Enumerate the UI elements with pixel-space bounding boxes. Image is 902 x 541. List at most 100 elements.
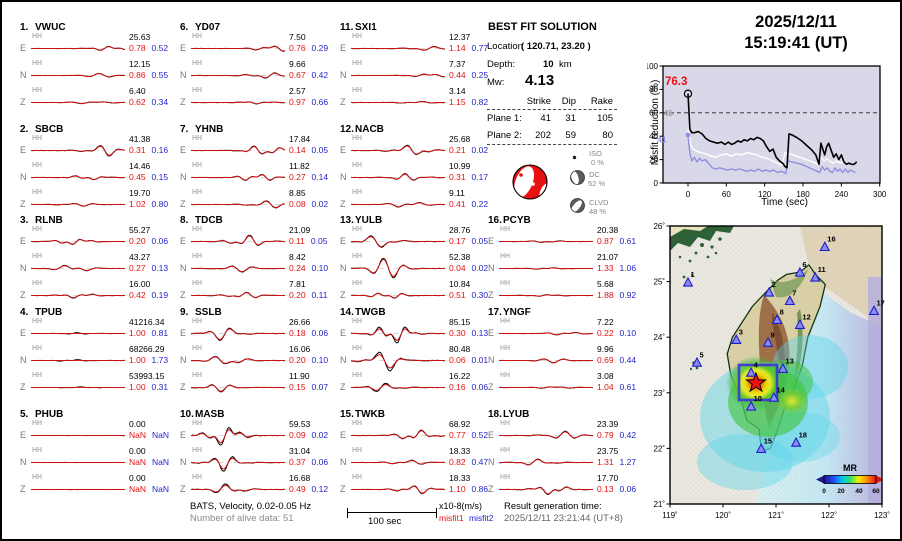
secondary-misfit-label: 46 — [664, 109, 673, 118]
waveform-trace — [351, 326, 445, 344]
station-triangle-icon — [784, 295, 796, 306]
mw-value: 4.13 — [525, 72, 555, 89]
channel-label: HH — [32, 189, 43, 196]
trace-values: 68.92 0.77 0.52 — [449, 419, 488, 440]
waveform-trace — [191, 456, 285, 472]
misfit1-value: 0.41 — [449, 198, 466, 209]
synthetic-trace — [351, 485, 445, 494]
misfit1-value: 0.97 — [289, 96, 306, 107]
map-station-twgb: 14 — [768, 385, 786, 402]
col-rake: Rake — [590, 96, 613, 107]
station-title: 4. TPUB — [20, 307, 63, 318]
plane1-dip: 31 — [565, 113, 576, 124]
synthetic-trace — [499, 331, 593, 336]
waveform-row-tpub-z: Z HH 53993.15 1.00 0.31 — [20, 371, 174, 401]
trace-values: 10.84 0.51 0.30 — [449, 279, 488, 300]
waveform-row-yd07-z: Z HH 2.57 0.97 0.66 — [180, 86, 334, 116]
waveform-row-sxi1-n: N HH 7.37 0.44 0.25 — [340, 59, 494, 89]
waveform-row-yd07-e: E HH 7.50 0.76 0.29 — [180, 32, 334, 62]
trace-values: 25.63 0.78 0.52 — [129, 32, 168, 53]
component-label: E — [340, 430, 347, 440]
waveform-trace — [351, 144, 445, 156]
waveform-trace — [31, 175, 125, 181]
observed-trace — [499, 430, 593, 439]
misfit1-value: 1.00 — [129, 354, 146, 365]
channel-label: HH — [352, 60, 363, 67]
peak-amplitude: 18.33 — [449, 446, 471, 456]
station-number-label: 7 — [792, 289, 796, 298]
scalebar-label: 100 sec — [368, 516, 402, 527]
initial-misfit-label: 41 — [658, 136, 667, 145]
component-label: N — [340, 263, 347, 273]
channel-label: HH — [32, 33, 43, 40]
synthetic-trace — [499, 386, 593, 389]
trace-values: 7.37 0.44 0.25 — [449, 59, 488, 80]
synthetic-trace — [31, 73, 125, 78]
channel-label: HH — [352, 189, 363, 196]
misfit1-value: 1.15 — [449, 96, 466, 107]
station-number-label: 16 — [827, 235, 835, 244]
synthetic-trace — [351, 383, 445, 391]
peak-amplitude: 41.38 — [129, 134, 151, 144]
misfit1-value: 0.79 — [597, 429, 614, 440]
observed-trace — [351, 429, 445, 440]
plane2-rake: 80 — [602, 130, 613, 141]
misfit2-value: 0.42 — [619, 429, 637, 440]
waveform-trace — [191, 483, 285, 494]
waveform-trace — [31, 386, 125, 389]
station-twgb: 14.TWGB E HH 85.15 0.30 0.13 N HH 80.48 0.06 0.01 Z… — [338, 307, 494, 403]
time-scalebar — [347, 508, 437, 518]
misfit-series-secondary-misfit — [687, 129, 857, 167]
peak-amplitude: 14.46 — [129, 161, 151, 171]
synthetic-trace — [351, 73, 445, 78]
misfit1-value: NaN — [129, 456, 147, 467]
peak-amplitude: 8.85 — [289, 188, 306, 198]
channel-label: HH — [32, 474, 43, 481]
waveform-trace — [31, 72, 125, 78]
channel-label: HH — [32, 135, 43, 142]
waveform-trace — [351, 292, 445, 299]
peak-amplitude: 17.70 — [597, 473, 619, 483]
misfit-reduction-plot: 0 20 40 60 80 100 0 60 120 180 240 300 76.3 46 41 — [647, 62, 887, 199]
station-title: 17.YNGF — [488, 307, 531, 318]
misfit1-value: 0.76 — [289, 42, 306, 53]
peak-amplitude: 18.33 — [449, 473, 471, 483]
colorbar-tick: 40 — [855, 488, 863, 495]
trace-values: 18.33 0.82 0.47 — [449, 446, 488, 467]
synthetic-trace — [499, 358, 593, 364]
peak-amplitude: 10.99 — [449, 161, 471, 171]
map-station-vwuc: 1 — [682, 270, 695, 287]
waveform-row-pcyb-z: Z HH 5.68 1.88 0.92 — [488, 279, 642, 309]
misfit2-value: 0.66 — [311, 96, 329, 107]
misfit2-value: 0.06 — [619, 483, 637, 494]
misfit2-value: 0.10 — [311, 354, 329, 365]
waveform-row-twkb-e: E HH 68.92 0.77 0.52 — [340, 419, 494, 449]
waveform-trace — [31, 461, 125, 464]
channel-label: HH — [500, 280, 511, 287]
peak-amplitude: 28.76 — [449, 225, 471, 235]
waveform-trace — [31, 359, 125, 362]
peak-amplitude: 59.53 — [289, 419, 311, 429]
peak-amplitude: 9.96 — [597, 344, 614, 354]
misfit1-value: 0.11 — [289, 235, 305, 246]
station-masb: 10.MASB E HH 59.53 0.09 0.02 N HH 31.04 0.37 0.06 Z… — [178, 409, 334, 505]
misfit1-value: 0.31 — [449, 171, 466, 182]
misfit-plot-box — [662, 65, 881, 184]
trace-values: 2.57 0.97 0.66 — [289, 86, 328, 107]
peak-amplitude: 2.57 — [289, 86, 306, 96]
peak-amplitude: 8.42 — [289, 252, 306, 262]
trace-values: 7.81 0.20 0.11 — [289, 279, 327, 300]
station-title: 11. SXI1 — [340, 22, 377, 33]
waveform-trace — [31, 293, 125, 299]
waveform-trace — [191, 265, 285, 273]
misfit1-value: 0.45 — [129, 171, 146, 182]
component-label: N — [180, 172, 187, 182]
observed-trace — [191, 327, 285, 341]
peak-amplitude: 16.22 — [449, 371, 471, 381]
misfit1-value: 0.17 — [449, 235, 466, 246]
station-yulb: 13.YULB E HH 28.76 0.17 0.05 N HH 52.38 0.04 0.02 Z… — [338, 215, 494, 311]
trace-values: 16.06 0.20 0.10 — [289, 344, 328, 365]
waveform-row-rlnb-n: N HH 43.27 0.27 0.13 — [20, 252, 174, 282]
misfit-y-tick: 0 — [654, 179, 659, 188]
synthetic-trace — [191, 292, 285, 298]
